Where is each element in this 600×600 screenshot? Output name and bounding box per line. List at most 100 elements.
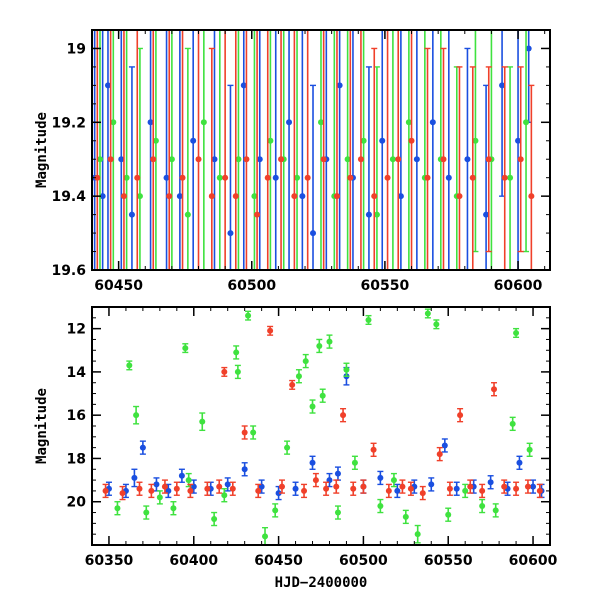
data-point bbox=[395, 30, 402, 270]
data-marker bbox=[232, 193, 239, 200]
data-marker bbox=[312, 477, 319, 484]
data-marker bbox=[424, 310, 431, 317]
data-point bbox=[250, 425, 257, 440]
data-marker bbox=[429, 119, 436, 126]
data-marker bbox=[264, 174, 271, 181]
data-marker bbox=[99, 193, 106, 200]
data-point bbox=[419, 485, 426, 501]
data-point bbox=[530, 479, 537, 494]
data-marker bbox=[397, 193, 404, 200]
data-marker bbox=[275, 490, 282, 497]
data-marker bbox=[234, 368, 241, 375]
top-plot-area bbox=[92, 30, 535, 270]
data-point bbox=[429, 30, 436, 270]
data-marker bbox=[168, 156, 175, 163]
data-point bbox=[114, 501, 121, 516]
data-marker bbox=[370, 446, 377, 453]
data-marker bbox=[256, 156, 263, 163]
data-marker bbox=[221, 492, 228, 499]
data-point bbox=[389, 30, 396, 270]
data-marker bbox=[336, 82, 343, 89]
data-point bbox=[526, 442, 533, 457]
data-point bbox=[370, 442, 377, 457]
data-point bbox=[351, 455, 358, 470]
data-marker bbox=[467, 483, 474, 490]
data-point bbox=[457, 407, 464, 423]
data-marker bbox=[182, 345, 189, 352]
data-point bbox=[350, 481, 357, 496]
data-marker bbox=[216, 483, 223, 490]
data-marker bbox=[299, 193, 306, 200]
data-marker bbox=[344, 156, 351, 163]
data-point bbox=[235, 30, 242, 270]
data-point bbox=[243, 30, 250, 270]
y-tick-label: 14 bbox=[67, 365, 87, 381]
data-marker bbox=[240, 82, 247, 89]
data-marker bbox=[320, 156, 327, 163]
data-point bbox=[136, 481, 143, 496]
data-marker bbox=[170, 505, 177, 512]
data-marker bbox=[350, 485, 357, 492]
data-marker bbox=[526, 446, 533, 453]
data-point bbox=[208, 47, 215, 270]
data-point bbox=[291, 30, 298, 270]
data-marker bbox=[120, 193, 127, 200]
data-point bbox=[102, 483, 109, 499]
data-marker bbox=[445, 511, 452, 518]
data-point bbox=[118, 30, 125, 270]
data-marker bbox=[394, 487, 401, 494]
data-point bbox=[224, 477, 231, 492]
data-marker bbox=[472, 137, 479, 144]
data-marker bbox=[499, 82, 506, 89]
data-marker bbox=[413, 156, 420, 163]
data-point bbox=[241, 425, 248, 440]
data-marker bbox=[262, 533, 269, 540]
data-marker bbox=[104, 82, 111, 89]
top-axes-frame bbox=[91, 29, 551, 271]
data-marker bbox=[347, 174, 354, 181]
data-marker bbox=[390, 477, 397, 484]
data-marker bbox=[143, 509, 150, 516]
bottom-ticks: 60350 60400 60450 60500 60550 60600 12 14 16 18 20 bbox=[67, 306, 558, 569]
data-marker bbox=[128, 211, 135, 218]
data-point bbox=[516, 455, 523, 470]
bottom-y-axis-label: Magnitude bbox=[34, 388, 50, 464]
data-point bbox=[241, 462, 248, 477]
data-marker bbox=[343, 366, 350, 373]
data-point bbox=[323, 481, 330, 496]
data-point bbox=[143, 505, 150, 520]
data-marker bbox=[235, 156, 242, 163]
data-marker bbox=[469, 174, 476, 181]
data-marker bbox=[457, 412, 464, 419]
data-marker bbox=[136, 193, 143, 200]
data-marker bbox=[233, 349, 240, 356]
data-point bbox=[216, 479, 223, 494]
data-marker bbox=[286, 119, 293, 126]
data-marker bbox=[445, 174, 452, 181]
data-marker bbox=[224, 481, 231, 488]
data-point bbox=[122, 483, 129, 499]
data-point bbox=[221, 366, 228, 377]
data-point bbox=[240, 30, 247, 270]
data-marker bbox=[199, 418, 206, 425]
data-point bbox=[292, 481, 299, 496]
data-point bbox=[147, 30, 154, 270]
y-tick-label: 19 bbox=[67, 41, 86, 57]
data-marker bbox=[123, 174, 130, 181]
data-point bbox=[267, 30, 274, 270]
data-marker bbox=[389, 156, 396, 163]
data-point bbox=[309, 399, 316, 414]
y-tick-label: 16 bbox=[67, 408, 86, 424]
data-point bbox=[428, 477, 435, 492]
data-point bbox=[513, 327, 520, 338]
data-marker bbox=[360, 137, 367, 144]
data-point bbox=[173, 481, 180, 496]
data-marker bbox=[509, 420, 516, 427]
data-marker bbox=[530, 483, 537, 490]
data-point bbox=[178, 468, 185, 483]
data-point bbox=[445, 507, 452, 522]
data-point bbox=[199, 412, 206, 432]
data-marker bbox=[294, 174, 301, 181]
data-point bbox=[513, 481, 520, 496]
y-tick-label: 18 bbox=[67, 451, 86, 467]
